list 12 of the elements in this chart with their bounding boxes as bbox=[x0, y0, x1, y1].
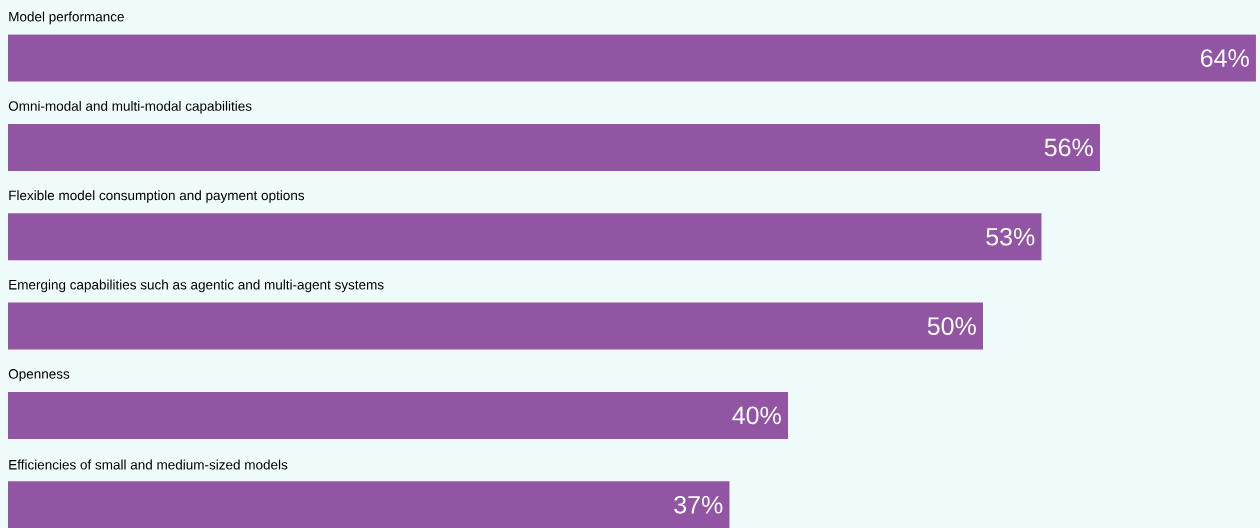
data-label: 53% bbox=[986, 227, 1035, 246]
data-label: 64% bbox=[1200, 49, 1249, 67]
y-tick-label: Model performance bbox=[9, 11, 124, 25]
y-tick-label: Omni-modal and multi-modal capabilities bbox=[8, 100, 252, 114]
y-tick-label: Efficiencies of small and medium-sized models bbox=[9, 459, 288, 470]
data-label: 50% bbox=[927, 317, 976, 335]
y-tick-label: Openness bbox=[8, 368, 70, 382]
data-label: 40% bbox=[732, 406, 781, 425]
y-tick-label: Flexible model consumption and payment options bbox=[9, 190, 305, 203]
data-label: 37% bbox=[674, 495, 723, 514]
y-tick-label: Emerging capabilities such as agentic and multi-agent systems bbox=[9, 279, 384, 293]
data-label: 56% bbox=[1044, 138, 1093, 157]
